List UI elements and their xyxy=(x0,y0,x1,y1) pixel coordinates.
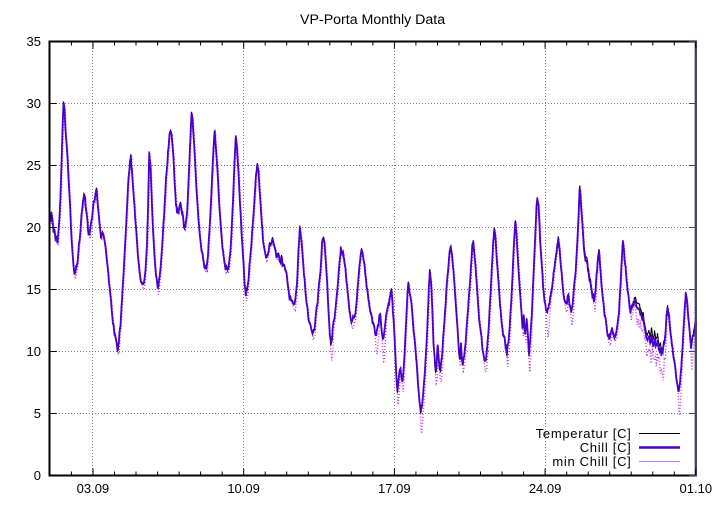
svg-text:10: 10 xyxy=(27,344,41,359)
svg-text:25: 25 xyxy=(27,158,41,173)
svg-text:min Chill [C]: min Chill [C] xyxy=(552,454,631,469)
svg-text:30: 30 xyxy=(27,96,41,111)
svg-text:Chill [C]: Chill [C] xyxy=(580,440,632,455)
svg-text:01.10: 01.10 xyxy=(680,481,713,496)
svg-text:5: 5 xyxy=(34,406,41,421)
svg-text:VP-Porta Monthly Data: VP-Porta Monthly Data xyxy=(300,12,445,28)
svg-text:17.09: 17.09 xyxy=(378,481,411,496)
svg-text:20: 20 xyxy=(27,220,41,235)
svg-text:15: 15 xyxy=(27,282,41,297)
svg-text:Temperatur [C]: Temperatur [C] xyxy=(536,426,632,441)
svg-text:24.09: 24.09 xyxy=(529,481,562,496)
svg-text:0: 0 xyxy=(34,468,41,483)
svg-text:35: 35 xyxy=(27,34,41,49)
svg-text:03.09: 03.09 xyxy=(77,481,110,496)
svg-text:10.09: 10.09 xyxy=(227,481,260,496)
